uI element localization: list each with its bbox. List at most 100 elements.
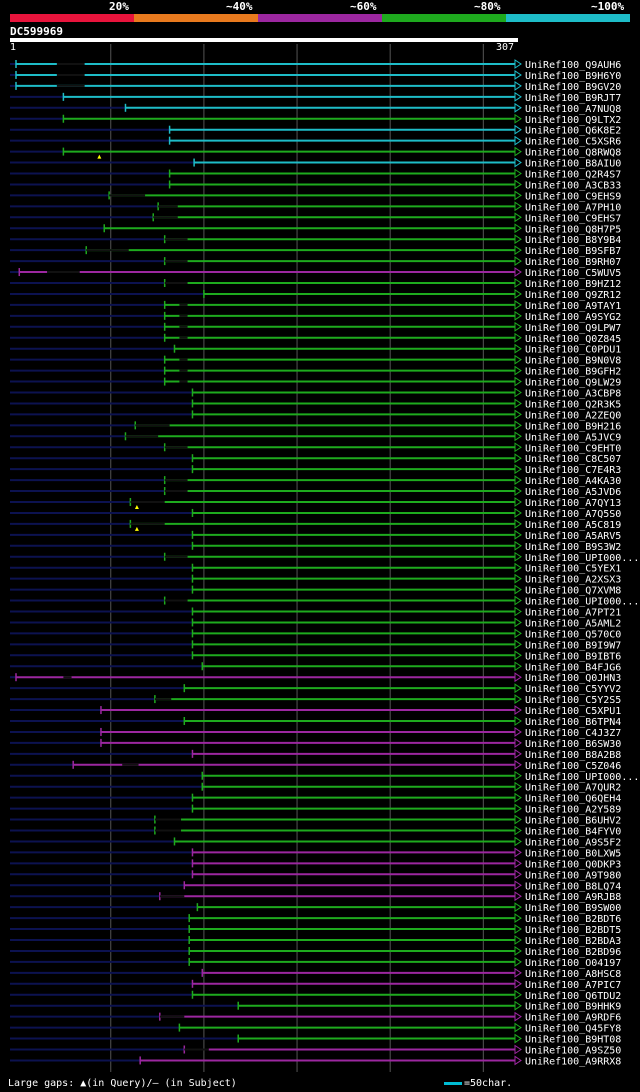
hit-label: UniRef100_A8HSC8 xyxy=(525,969,621,980)
hit-end-arrow xyxy=(514,858,522,869)
hit-label: UniRef100_Q0Z845 xyxy=(525,334,621,345)
hit-end-arrow xyxy=(514,913,522,924)
hit-end-arrow xyxy=(514,179,522,190)
hit-end-arrow xyxy=(514,595,522,606)
hit-end-arrow xyxy=(514,135,522,146)
hit-label: UniRef100_C5YYV2 xyxy=(525,684,621,695)
hit-label: UniRef100_B9GFH2 xyxy=(525,367,621,378)
hit-end-arrow xyxy=(514,825,522,836)
hit-label: UniRef100_B4FJG6 xyxy=(525,662,621,673)
hit-end-arrow xyxy=(514,201,522,212)
hit-label: UniRef100_A7QUR2 xyxy=(525,783,621,794)
hit-end-arrow xyxy=(514,716,522,726)
hit-end-arrow xyxy=(514,573,522,584)
hit-end-arrow xyxy=(514,540,522,551)
hit-label: UniRef100_A9RJB8 xyxy=(525,892,621,903)
hit-end-arrow xyxy=(514,299,522,310)
hit-end-arrow xyxy=(514,157,522,168)
hit-label: UniRef100_A9RDF6 xyxy=(525,1013,621,1024)
hit-end-arrow xyxy=(514,1044,522,1055)
hit-label: UniRef100_UPI000... xyxy=(525,772,639,783)
hit-end-arrow xyxy=(514,431,522,442)
hit-end-arrow xyxy=(514,836,522,847)
hit-end-arrow xyxy=(514,737,522,748)
hit-label: UniRef100_A7QY13 xyxy=(525,498,621,509)
legend-segment xyxy=(258,14,382,22)
hit-end-arrow xyxy=(514,978,522,989)
hit-label: UniRef100_O04197 xyxy=(525,958,621,969)
hit-label: UniRef100_Q9LTX2 xyxy=(525,115,621,126)
hit-end-arrow xyxy=(514,956,522,967)
hit-label: UniRef100_B0LXW5 xyxy=(525,848,621,859)
hit-end-arrow xyxy=(514,70,522,80)
hit-label: UniRef100_A7PH10 xyxy=(525,202,621,213)
hit-label: UniRef100_Q9AUH6 xyxy=(525,60,621,71)
hit-label: UniRef100_B2BD96 xyxy=(525,947,621,958)
hit-end-arrow xyxy=(514,146,522,157)
hit-end-arrow xyxy=(514,1033,522,1044)
hit-label: UniRef100_B8AIU0 xyxy=(525,159,621,170)
hit-end-arrow xyxy=(514,245,522,256)
hit-end-arrow xyxy=(514,168,522,179)
hit-end-arrow xyxy=(514,989,522,1000)
hit-end-arrow xyxy=(514,661,522,672)
hit-label: UniRef100_Q6QEH4 xyxy=(525,794,621,805)
hit-end-arrow xyxy=(514,124,522,135)
hit-label: UniRef100_Q0JHN3 xyxy=(525,673,621,684)
hit-label: UniRef100_B9S3W2 xyxy=(525,542,621,553)
hit-end-arrow xyxy=(514,321,522,332)
hit-end-arrow xyxy=(514,902,522,913)
hit-end-arrow xyxy=(514,365,522,376)
hit-label: UniRef100_B9HZ12 xyxy=(525,279,621,290)
hit-label: UniRef100_C5WUV5 xyxy=(525,268,621,279)
hit-end-arrow xyxy=(514,234,522,245)
hit-end-arrow xyxy=(514,847,522,858)
hit-label: UniRef100_A2Y589 xyxy=(525,805,621,816)
hit-label: UniRef100_A5C819 xyxy=(525,520,621,531)
hit-end-arrow xyxy=(514,475,522,486)
hit-end-arrow xyxy=(514,212,522,223)
hit-label: UniRef100_Q9LW29 xyxy=(525,378,621,389)
hit-end-arrow xyxy=(514,814,522,825)
hit-end-arrow xyxy=(514,880,522,891)
hit-end-arrow xyxy=(514,924,522,934)
hit-end-arrow xyxy=(514,639,522,650)
hit-label: UniRef100_B8Y9B4 xyxy=(525,235,621,246)
query-bar xyxy=(10,38,518,42)
hit-end-arrow xyxy=(514,113,522,124)
hit-label: UniRef100_B9HT08 xyxy=(525,1035,621,1046)
hit-end-arrow xyxy=(514,80,522,91)
hit-label: UniRef100_C9EHS7 xyxy=(525,213,621,224)
hit-label: UniRef100_Q9LPW7 xyxy=(525,323,621,334)
hit-label: UniRef100_B9H6Y0 xyxy=(525,71,621,82)
query-gap-marker xyxy=(97,154,102,159)
hit-end-arrow xyxy=(514,453,522,464)
hit-label: UniRef100_A7NUQ8 xyxy=(525,104,621,115)
hit-label: UniRef100_C7E4R3 xyxy=(525,465,621,476)
hit-end-arrow xyxy=(514,1000,522,1011)
hit-end-arrow xyxy=(514,464,522,475)
hit-end-arrow xyxy=(514,190,522,201)
hit-label: UniRef100_B9RJT7 xyxy=(525,93,621,104)
legend-label: ~80% xyxy=(474,0,501,13)
hit-end-arrow xyxy=(514,781,522,792)
hit-label: UniRef100_C0PDU1 xyxy=(525,345,621,356)
hit-label: UniRef100_A2XSX3 xyxy=(525,575,621,586)
hit-end-arrow xyxy=(514,102,522,113)
hit-end-arrow xyxy=(514,705,522,715)
hit-label: UniRef100_C5XSR6 xyxy=(525,137,621,148)
hit-end-arrow xyxy=(514,803,522,814)
hit-end-arrow xyxy=(514,759,522,770)
hit-label: UniRef100_C5Y2S5 xyxy=(525,695,621,706)
hit-label: UniRef100_B9H216 xyxy=(525,421,621,432)
hit-label: UniRef100_B9SFB7 xyxy=(525,246,621,257)
hit-label: UniRef100_B9GV20 xyxy=(525,82,621,93)
hit-label: UniRef100_Q6K8E2 xyxy=(525,126,621,137)
hit-end-arrow xyxy=(514,442,522,453)
hit-label: UniRef100_A3CBP8 xyxy=(525,389,621,400)
hit-label: UniRef100_B9N0V8 xyxy=(525,356,621,367)
hit-label: UniRef100_C5XPU1 xyxy=(525,706,621,717)
hit-label: UniRef100_C8C507 xyxy=(525,454,621,465)
hit-end-arrow xyxy=(514,694,522,705)
hit-end-arrow xyxy=(514,748,522,759)
